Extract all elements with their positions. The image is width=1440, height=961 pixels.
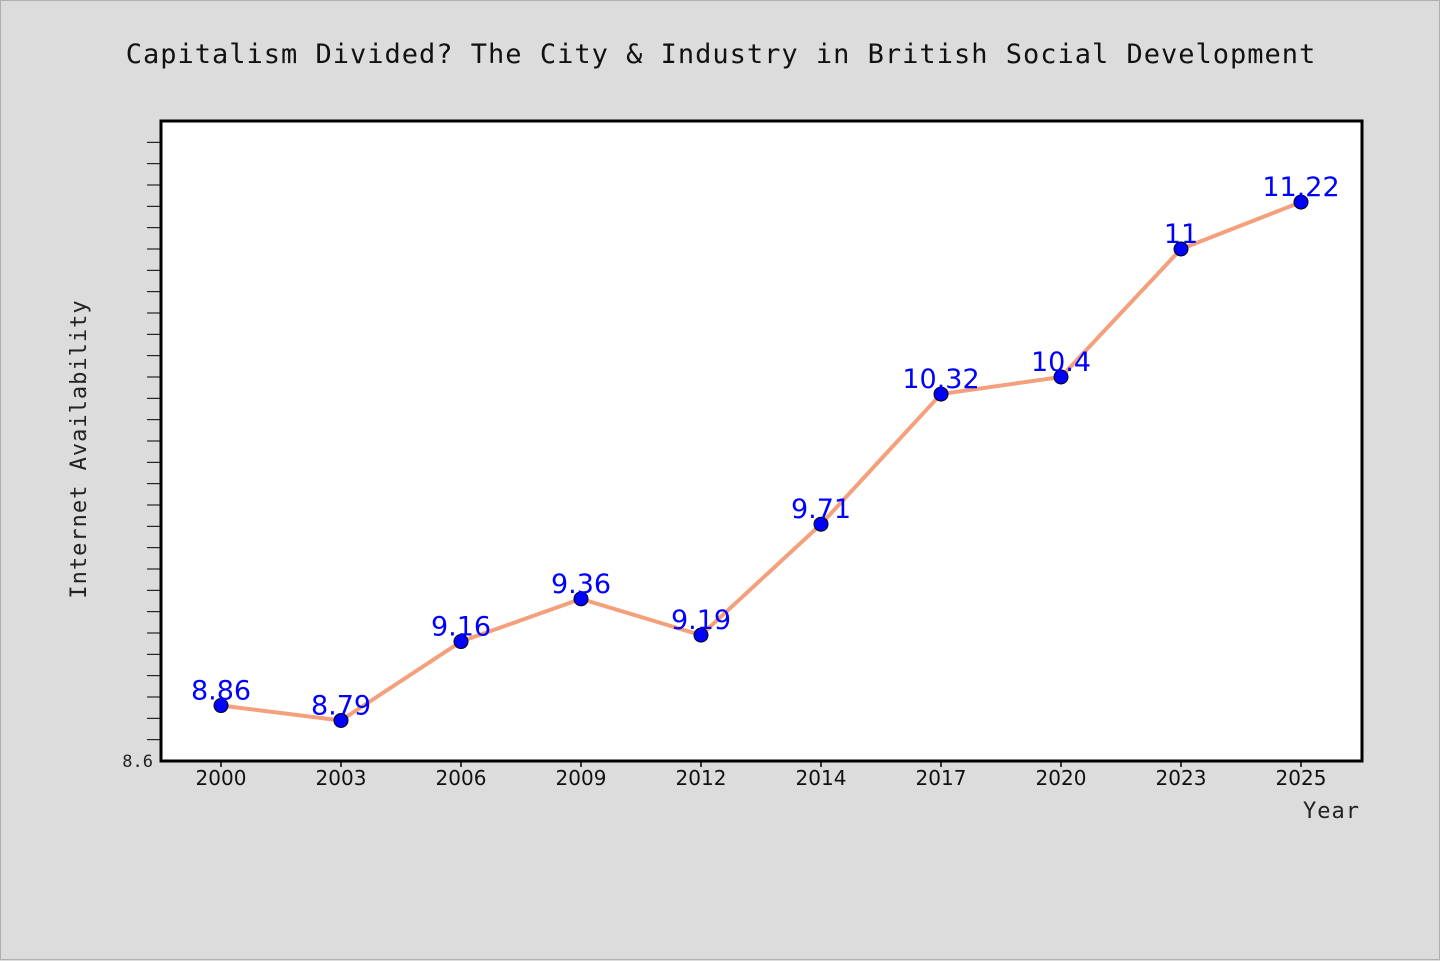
data-point bbox=[453, 634, 469, 650]
y-axis-min-label: 8.6 bbox=[122, 752, 153, 772]
plot-area bbox=[159, 119, 1364, 763]
data-labels: 8.86 8.79 9.16 9.36 9.19 9.71 10.32 10.4 11 11.22 bbox=[191, 172, 1340, 721]
x-tick-label: 2017 bbox=[916, 766, 967, 790]
x-tick-label: 2006 bbox=[436, 766, 487, 790]
x-tick-label: 2012 bbox=[676, 766, 727, 790]
data-label: 8.86 bbox=[191, 676, 251, 707]
data-point bbox=[1173, 241, 1189, 257]
data-point bbox=[333, 712, 349, 728]
series-lines bbox=[219, 200, 1303, 723]
chart-title: Capitalism Divided? The City & Industry … bbox=[126, 39, 1317, 70]
x-axis-ticks: 2000 2003 2006 2009 2012 2014 2017 2020 2023 2025 bbox=[196, 761, 1327, 790]
series-line bbox=[219, 200, 1303, 723]
data-point bbox=[813, 516, 829, 532]
x-tick-label: 2025 bbox=[1276, 766, 1327, 790]
x-axis-label: Year bbox=[1303, 799, 1360, 824]
data-point bbox=[573, 591, 589, 607]
data-label: 10.32 bbox=[902, 364, 979, 395]
data-label: 9.16 bbox=[431, 612, 491, 643]
x-tick-label: 2020 bbox=[1036, 766, 1087, 790]
y-axis-label: Internet Availability bbox=[67, 299, 92, 598]
data-point bbox=[1053, 369, 1069, 385]
data-label: 8.79 bbox=[311, 690, 371, 721]
data-label: 10.4 bbox=[1031, 347, 1091, 378]
data-label: 9.71 bbox=[791, 494, 851, 525]
data-points bbox=[213, 194, 1309, 728]
data-label: 11 bbox=[1164, 219, 1198, 250]
data-point bbox=[213, 698, 229, 714]
x-tick-label: 2009 bbox=[556, 766, 607, 790]
x-tick-label: 2023 bbox=[1156, 766, 1207, 790]
x-tick-label: 2000 bbox=[196, 766, 247, 790]
x-tick-label: 2014 bbox=[796, 766, 847, 790]
x-tick-label: 2003 bbox=[316, 766, 367, 790]
data-point bbox=[933, 386, 949, 402]
data-point bbox=[1293, 194, 1309, 210]
data-label: 11.22 bbox=[1262, 172, 1339, 203]
data-label: 9.36 bbox=[551, 569, 611, 600]
data-point bbox=[693, 627, 709, 643]
y-axis-ticks bbox=[147, 141, 161, 741]
data-label: 9.19 bbox=[671, 605, 731, 636]
